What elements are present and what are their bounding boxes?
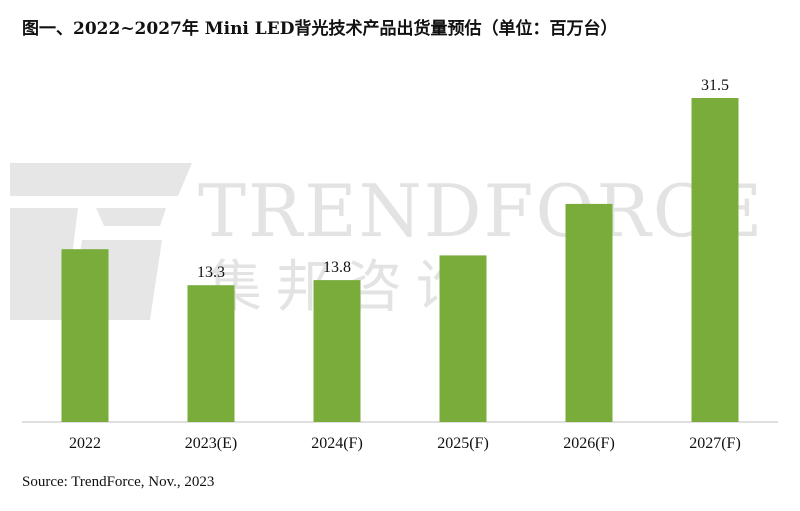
bar-2022	[61, 249, 109, 422]
bar-2023(E)	[187, 285, 235, 422]
x-tick-label-2024(F): 2024(F)	[311, 435, 363, 452]
bar-2026(F)	[565, 203, 613, 422]
x-tick-label-2023(E): 2023(E)	[185, 435, 237, 452]
bar-2025(F)	[439, 255, 487, 422]
x-tick-label-2025(F): 2025(F)	[437, 435, 489, 452]
data-label-2024(F): 13.8	[323, 259, 351, 276]
source-note: Source: TrendForce, Nov., 2023	[22, 474, 215, 490]
x-tick-label-2022: 2022	[69, 435, 101, 452]
trendforce-watermark: TRENDFORCE 集邦咨询	[10, 163, 764, 320]
watermark-text: TRENDFORCE	[198, 169, 764, 253]
x-tick-label-2026(F): 2026(F)	[563, 435, 615, 452]
x-tick-label-2027(F): 2027(F)	[689, 435, 741, 452]
bar-2024(F)	[313, 280, 361, 422]
bar-2027(F)	[691, 98, 739, 422]
data-label-2027(F): 31.5	[701, 77, 729, 94]
chart-title: 图一、2022~2027年 Mini LED背光技术产品出货量预估（单位：百万台…	[22, 19, 618, 39]
data-label-2023(E): 13.3	[197, 264, 225, 281]
